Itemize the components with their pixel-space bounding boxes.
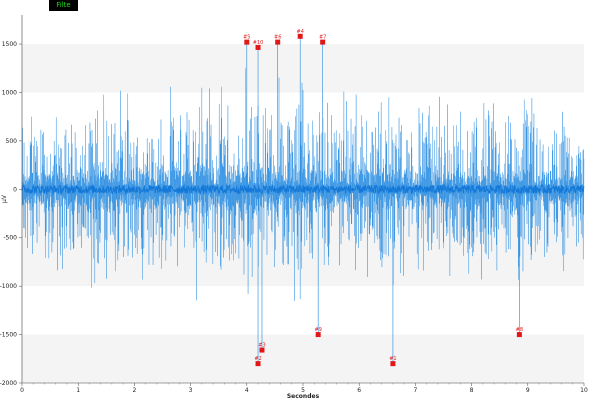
filter-tab[interactable]: Filte xyxy=(49,0,78,11)
event-marker-label: #10 xyxy=(253,40,264,46)
event-marker[interactable] xyxy=(297,33,303,39)
signal-trace xyxy=(21,68,585,301)
x-tick-label: 9 xyxy=(526,387,530,394)
event-marker[interactable] xyxy=(259,347,265,353)
event-marker[interactable] xyxy=(315,332,321,338)
event-marker-label: #7 xyxy=(319,35,326,41)
event-marker[interactable] xyxy=(255,361,261,367)
event-marker[interactable] xyxy=(390,361,396,367)
x-axis-ticks: 0 1 2 3 4 5 6 7 8 9 10 xyxy=(20,383,588,394)
x-tick-label: 8 xyxy=(470,387,474,394)
x-axis-label: Secondes xyxy=(287,393,320,400)
event-marker-label: #5 xyxy=(243,35,250,41)
y-tick-label: 500 xyxy=(6,138,18,145)
grid-band xyxy=(22,15,584,45)
x-tick-label: 5 xyxy=(301,387,305,394)
x-tick-label: 0 xyxy=(20,387,24,394)
x-tick-label: 3 xyxy=(189,387,193,394)
x-tick-label: 10 xyxy=(580,387,588,394)
event-marker[interactable] xyxy=(516,332,522,338)
y-axis-label: µV xyxy=(1,194,8,203)
event-marker-label: #2 xyxy=(254,356,261,362)
event-marker[interactable] xyxy=(244,39,250,45)
y-tick-label: 0 xyxy=(13,186,17,193)
event-marker-label: #4 xyxy=(297,29,304,35)
event-marker-label: #1 xyxy=(389,356,396,362)
y-tick-label: -2000 xyxy=(0,380,17,387)
grid-band xyxy=(22,44,584,93)
event-marker-label: #9 xyxy=(314,327,321,333)
y-tick-label: 1000 xyxy=(2,89,17,96)
event-marker[interactable] xyxy=(255,44,261,50)
event-marker-label: #8 xyxy=(516,327,523,333)
y-tick-label: -1500 xyxy=(0,332,17,339)
x-tick-label: 6 xyxy=(357,387,361,394)
y-tick-label: -1000 xyxy=(0,283,17,290)
grid-bands xyxy=(22,15,584,383)
y-tick-label: -500 xyxy=(3,235,17,242)
event-markers: #5#10 #6 #4 #7 #3 #2 #9 #1 #8 xyxy=(243,29,523,367)
y-tick-label: 1500 xyxy=(2,41,17,48)
y-axis-ticks: 1500 1000 500 0 -500 -1000 -1500 -2000 xyxy=(0,41,22,387)
grid-band xyxy=(22,334,584,383)
x-tick-label: 7 xyxy=(413,387,417,394)
event-marker[interactable] xyxy=(275,39,281,45)
x-tick-label: 1 xyxy=(76,387,80,394)
x-tick-label: 4 xyxy=(245,387,249,394)
baseline-noise xyxy=(21,183,585,196)
event-marker-label: #6 xyxy=(274,35,281,41)
event-marker-label: #3 xyxy=(258,343,265,349)
x-tick-label: 2 xyxy=(132,387,136,394)
event-marker[interactable] xyxy=(320,39,326,45)
